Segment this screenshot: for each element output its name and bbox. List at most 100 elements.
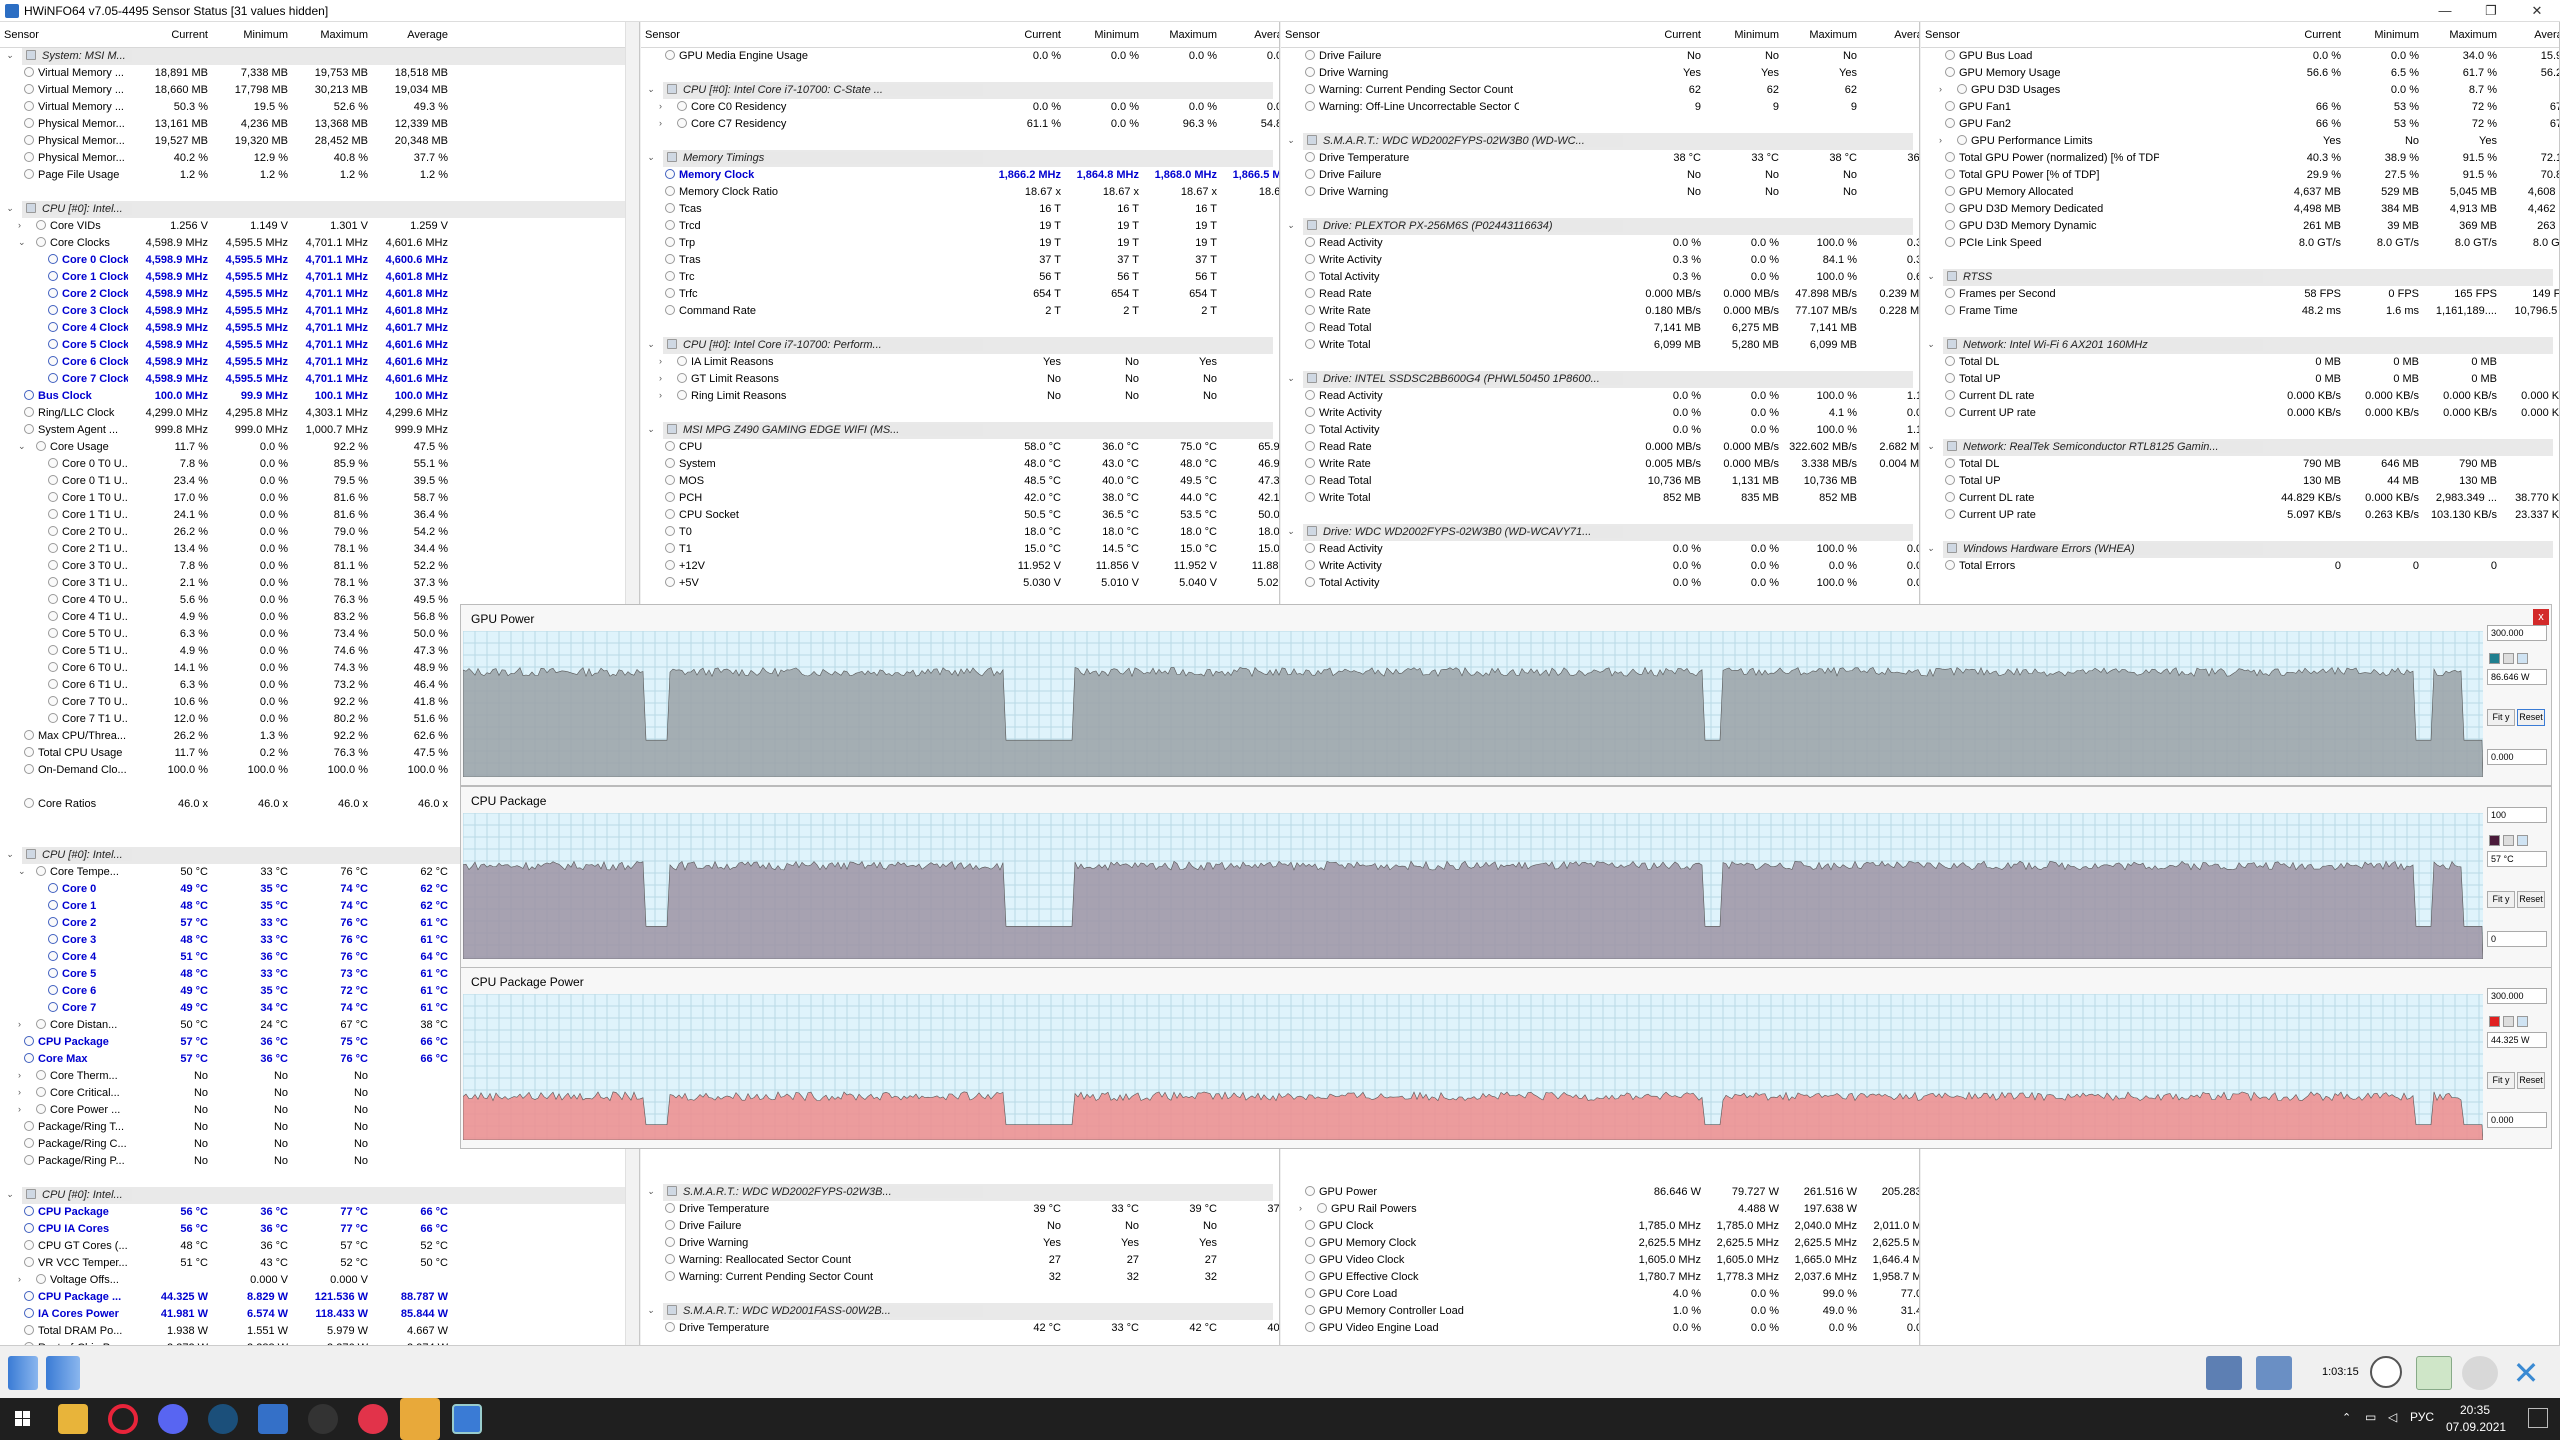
sensor-row[interactable]: Tras 37 T 37 T 37 T [641,252,1279,269]
sensor-row[interactable]: System 48.0 °C 43.0 °C 48.0 °C 46.9 °C [641,456,1279,473]
sensor-row[interactable]: VR VCC Temper... 51 °C 43 °C 52 °C 50 °C [0,1255,639,1272]
sensor-row[interactable]: CPU GT Cores (... 48 °C 36 °C 57 °C 52 °C [0,1238,639,1255]
sensor-row[interactable]: Drive Temperature 39 °C 33 °C 39 °C 37 °C [641,1201,1279,1218]
graph-current-value[interactable]: 44.325 W [2487,1032,2547,1048]
expand-toggle-icon[interactable]: ⌄ [1287,373,1295,383]
expand-toggle-icon[interactable]: ⌄ [6,1189,14,1199]
sensor-row[interactable]: Read Total 7,141 MB 6,275 MB 7,141 MB [1281,320,1919,337]
graph-min-field[interactable]: 0.000 [2487,1112,2547,1128]
sensor-group[interactable]: ⌄ System: MSI M... [0,48,639,65]
sensor-row[interactable]: GPU Core Load 4.0 % 0.0 % 99.0 % 77.0 % [1281,1286,1919,1303]
expand-toggle-icon[interactable]: ⌄ [647,1305,655,1315]
sensor-row[interactable]: Trcd 19 T 19 T 19 T [641,218,1279,235]
sensor-row[interactable]: T1 15.0 °C 14.5 °C 15.0 °C 15.0 °C [641,541,1279,558]
sensor-row[interactable]: MOS 48.5 °C 40.0 °C 49.5 °C 47.3 °C [641,473,1279,490]
expand-toggle-icon[interactable]: ⌄ [6,203,14,213]
sensor-row[interactable]: Write Activity 0.0 % 0.0 % 0.0 % 0.0 % [1281,558,1919,575]
sensor-row[interactable]: Core Ratios 46.0 x 46.0 x 46.0 x 46.0 x [0,796,639,813]
expand-toggle-icon[interactable]: ⌄ [1927,339,1935,349]
sensor-row[interactable]: PCH 42.0 °C 38.0 °C 44.0 °C 42.1 °C [641,490,1279,507]
expand-toggle-icon[interactable]: › [659,118,662,128]
network-tray-icon[interactable]: ▭ [2365,1410,2377,1424]
sensor-row[interactable]: GPU Fan2 66 % 53 % 72 % 67 % [1921,116,2559,133]
sensor-row[interactable]: Core 1 Clock 4,598.9 MHz 4,595.5 MHz 4,701.… [0,269,639,286]
expand-toggle-icon[interactable]: › [1939,84,1942,94]
sensor-row[interactable]: Total UP 0 MB 0 MB 0 MB [1921,371,2559,388]
sensor-row[interactable]: Write Activity 0.3 % 0.0 % 84.1 % 0.3 % [1281,252,1919,269]
sensor-row[interactable]: Warning: Off-Line Uncorrectable Sector C… [1281,99,1919,116]
graph-bg-swatch[interactable] [2503,835,2514,846]
sensor-row[interactable]: GPU Memory Usage 56.6 % 6.5 % 61.7 % 56.2 % [1921,65,2559,82]
sensor-row[interactable]: Core 1 T1 U... 24.1 % 0.0 % 81.6 % 36.4 % [0,507,639,524]
sensor-row[interactable]: Current UP rate 5.097 KB/s 0.263 KB/s 103.1… [1921,507,2559,524]
sensor-row[interactable]: CPU Package 57 °C 36 °C 75 °C 66 °C [0,1034,639,1051]
sensor-row[interactable]: GPU Video Engine Load 0.0 % 0.0 % 0.0 % 0.0 … [1281,1320,1919,1337]
sensor-row[interactable]: › Core Therm... No No No [0,1068,639,1085]
sensor-row[interactable]: Rest-of-Chip Po... 2.372 W 2.288 W 3.276 W 2… [0,1340,639,1345]
sensor-row[interactable]: Core 2 T1 U... 13.4 % 0.0 % 78.1 % 34.4 % [0,541,639,558]
sensor-row[interactable]: ⌄ Core Usage 11.7 % 0.0 % 92.2 % 47.5 % [0,439,639,456]
sensor-row[interactable]: Core 4 T0 U... 5.6 % 0.0 % 76.3 % 49.5 % [0,592,639,609]
sensor-row[interactable]: Core 3 48 °C 33 °C 76 °C 61 °C [0,932,639,949]
save-floppy-icon[interactable] [258,1404,288,1434]
expand-toggle-icon[interactable]: › [18,1070,21,1080]
sensor-row[interactable]: Core 3 T1 U... 2.1 % 0.0 % 78.1 % 37.3 % [0,575,639,592]
sensor-row[interactable]: › GPU Rail Powers 4.488 W 197.638 W [1281,1201,1919,1218]
sensor-row[interactable]: Trfc 654 T 654 T 654 T [641,286,1279,303]
language-indicator[interactable]: РУС [2410,1410,2435,1424]
windows-start-icon[interactable] [8,1404,38,1434]
graph-min-field[interactable]: 0.000 [2487,749,2547,765]
close-graph-button[interactable]: x [2533,609,2549,625]
sensor-group[interactable]: ⌄ Drive: INTEL SSDSC2BB600G4 (PHWL50450 1… [1281,371,1919,388]
sensor-row[interactable]: GPU D3D Memory Dynamic 261 MB 39 MB 369 MB 2… [1921,218,2559,235]
sensor-row[interactable]: Drive Failure No No No [641,1218,1279,1235]
sensor-row[interactable]: GPU Clock 1,785.0 MHz 1,785.0 MHz 2,040.0 M… [1281,1218,1919,1235]
expand-toggle-icon[interactable]: › [659,390,662,400]
sensor-row[interactable]: Core 5 48 °C 33 °C 73 °C 61 °C [0,966,639,983]
sensor-row[interactable]: Core 1 T0 U... 17.0 % 0.0 % 81.6 % 58.7 % [0,490,639,507]
sensor-group[interactable]: ⌄ MSI MPG Z490 GAMING EDGE WIFI (MS... [641,422,1279,439]
sensor-group[interactable]: ⌄ Network: RealTek Semiconductor RTL8125 … [1921,439,2559,456]
expand-toggle-icon[interactable]: › [659,101,662,111]
sensor-row[interactable]: Drive Warning Yes Yes Yes [641,1235,1279,1252]
sensor-row[interactable]: Total GPU Power [% of TDP] 29.9 % 27.5 % 91… [1921,167,2559,184]
sensor-row[interactable]: Package/Ring T... No No No [0,1119,639,1136]
sensor-row[interactable]: › Core Critical... No No No [0,1085,639,1102]
sensor-row[interactable]: Total DL 790 MB 646 MB 790 MB [1921,456,2559,473]
sensor-row[interactable]: Drive Temperature 42 °C 33 °C 42 °C 40 °C [641,1320,1279,1337]
sensor-row[interactable]: GPU Video Clock 1,605.0 MHz 1,605.0 MHz 1,6… [1281,1252,1919,1269]
sensor-graph-window[interactable]: CPU Package Power 300.000 44.325 W Fit y Res… [460,967,2552,1149]
sensor-row[interactable]: +12V 11.952 V 11.856 V 11.952 V 11.889 V [641,558,1279,575]
sensor-row[interactable]: Core 6 T1 U... 6.3 % 0.0 % 73.2 % 46.4 % [0,677,639,694]
expand-toggle-icon[interactable]: ⌄ [647,1186,655,1196]
sensor-row[interactable]: Tcas 16 T 16 T 16 T [641,201,1279,218]
graph-min-field[interactable]: 0 [2487,931,2547,947]
expand-toggle-icon[interactable]: ⌄ [1927,543,1935,553]
expand-toggle-icon[interactable]: › [1939,135,1942,145]
sensor-graph-window[interactable]: CPU Package 100 57 °C Fit y Reset 0 [460,786,2552,968]
sensor-row[interactable]: Core 6 Clock 4,598.9 MHz 4,595.5 MHz 4,701.… [0,354,639,371]
sensor-row[interactable]: Read Activity 0.0 % 0.0 % 100.0 % 0.3 % [1281,235,1919,252]
sensor-row[interactable]: T0 18.0 °C 18.0 °C 18.0 °C 18.0 °C [641,524,1279,541]
arrows-double-icon[interactable] [46,1356,80,1390]
sensor-row[interactable]: ⌄ Core Tempe... 50 °C 33 °C 76 °C 62 °C [0,864,639,881]
expand-toggle-icon[interactable]: › [1299,1203,1302,1213]
graph-grid-swatch[interactable] [2517,1016,2528,1027]
sensor-group[interactable]: ⌄ S.M.A.R.T.: WDC WD2002FYPS-02W3B0 (WD-W… [1281,133,1919,150]
sensor-row[interactable]: Core 4 51 °C 36 °C 76 °C 64 °C [0,949,639,966]
sensor-row[interactable]: Memory Clock 1,866.2 MHz 1,864.8 MHz 1,868.… [641,167,1279,184]
sensor-row[interactable]: Drive Temperature 38 °C 33 °C 38 °C 36 °C [1281,150,1919,167]
sensor-row[interactable]: Drive Failure No No No [1281,167,1919,184]
sensor-row[interactable]: Frames per Second 58 FPS 0 FPS 165 FPS 149 F… [1921,286,2559,303]
sensor-row[interactable]: IA Cores Power 41.981 W 6.574 W 118.433 W 85… [0,1306,639,1323]
sensor-row[interactable]: Core 2 Clock 4,598.9 MHz 4,595.5 MHz 4,701.… [0,286,639,303]
ea-icon[interactable] [358,1404,388,1434]
expand-toggle-icon[interactable]: ⌄ [1927,441,1935,451]
expand-toggle-icon[interactable]: › [659,373,662,383]
sensor-row[interactable]: Current UP rate 0.000 KB/s 0.000 KB/s 0.000… [1921,405,2559,422]
sensor-row[interactable]: On-Demand Clo... 100.0 % 100.0 % 100.0 % 100… [0,762,639,779]
graph-current-value[interactable]: 57 °C [2487,851,2547,867]
sensor-row[interactable]: Core 7 Clock 4,598.9 MHz 4,595.5 MHz 4,701.… [0,371,639,388]
sensor-row[interactable]: Write Total 6,099 MB 5,280 MB 6,099 MB [1281,337,1919,354]
sensor-row[interactable]: Trc 56 T 56 T 56 T [641,269,1279,286]
